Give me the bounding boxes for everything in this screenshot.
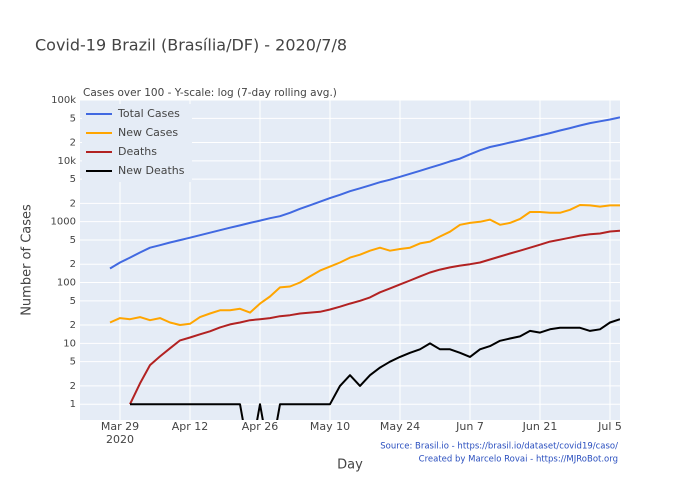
- legend-box: [82, 104, 192, 182]
- y-tick-label: 100: [57, 278, 76, 289]
- x-tick-label: Jul 5: [597, 420, 622, 433]
- y-tick-label: 5: [70, 357, 76, 368]
- x-tick-label: May 24: [380, 420, 420, 433]
- y-tick-label: 5: [70, 113, 76, 124]
- series-line: [129, 229, 620, 405]
- legend: Total Cases New Cases Deaths New Deaths: [82, 104, 192, 182]
- annotation: Created by Marcelo Rovai - https://MJRoB…: [419, 455, 618, 465]
- annotation: Source: Brasil.io - https://brasil.io/da…: [380, 442, 618, 452]
- x-tick-year: 2020: [106, 433, 134, 446]
- legend-label: Total Cases: [117, 107, 180, 120]
- legend-label: New Cases: [118, 126, 178, 139]
- y-tick-label: 1000: [51, 217, 76, 228]
- y-tick-label: 5: [70, 174, 76, 185]
- y-axis-label: Number of Cases: [20, 204, 35, 316]
- x-tick-label: Jun 21: [522, 420, 558, 433]
- x-tick-label: Jun 7: [455, 420, 484, 433]
- x-tick-label: Mar 29: [101, 420, 139, 433]
- y-tick-label: 5: [70, 235, 76, 246]
- y-tick-label: 2: [70, 138, 76, 149]
- series-line: [109, 116, 620, 270]
- lines: [109, 116, 620, 420]
- y-tick-label: 100k: [51, 95, 76, 106]
- y-tick-label: 5: [70, 296, 76, 307]
- y-tick-label: 10: [63, 338, 76, 349]
- grid: [80, 99, 620, 420]
- legend-label: New Deaths: [118, 164, 185, 177]
- chart-title: Covid-19 Brazil (Brasília/DF) - 2020/7/8: [35, 36, 347, 55]
- y-tick-label: 2: [70, 198, 76, 209]
- x-axis-label: Day: [337, 458, 363, 473]
- x-tick-label: Apr 12: [172, 420, 209, 433]
- legend-label: Deaths: [118, 145, 157, 158]
- chart-subtitle: Cases over 100 - Y-scale: log (7-day rol…: [83, 87, 337, 99]
- x-tick-label: Apr 26: [242, 420, 279, 433]
- y-tick-label: 10k: [57, 156, 76, 167]
- series-line: [109, 204, 620, 326]
- y-tick-label: 2: [70, 259, 76, 270]
- series-line: [130, 318, 620, 420]
- x-tick-label: May 10: [310, 420, 350, 433]
- y-tick-label: 2: [70, 381, 76, 392]
- y-tick-label: 2: [70, 320, 76, 331]
- y-tick-label: 1: [70, 399, 76, 410]
